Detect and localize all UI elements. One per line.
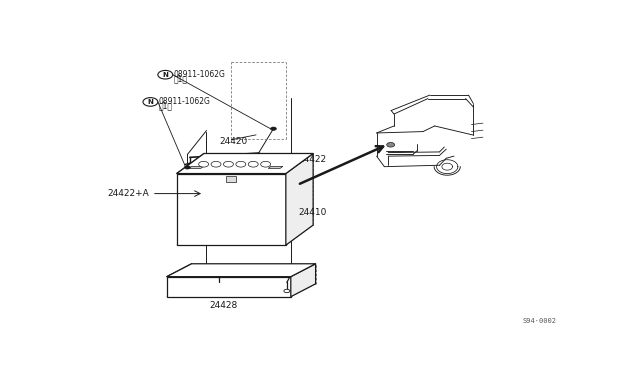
Polygon shape (167, 264, 316, 277)
Polygon shape (268, 166, 283, 169)
Circle shape (284, 289, 290, 293)
Text: S94·0002: S94·0002 (522, 318, 556, 324)
Circle shape (387, 142, 395, 147)
Circle shape (271, 127, 276, 131)
Text: N: N (163, 72, 168, 78)
Text: 08911-1062G: 08911-1062G (173, 70, 225, 78)
Text: 08911-1062G: 08911-1062G (158, 97, 211, 106)
Circle shape (260, 161, 271, 167)
Text: 〈1〉: 〈1〉 (173, 74, 188, 83)
Circle shape (248, 161, 258, 167)
Text: 24422: 24422 (298, 155, 326, 164)
Circle shape (184, 166, 190, 169)
Text: 24428: 24428 (210, 301, 238, 310)
Polygon shape (291, 264, 316, 297)
Polygon shape (189, 166, 204, 169)
Polygon shape (167, 277, 291, 297)
Text: 24410: 24410 (298, 208, 326, 217)
Text: 24420: 24420 (219, 137, 247, 146)
Polygon shape (286, 154, 313, 245)
Text: N: N (147, 99, 154, 105)
Polygon shape (177, 154, 313, 173)
Circle shape (198, 161, 209, 167)
Circle shape (211, 161, 221, 167)
Circle shape (236, 161, 246, 167)
Polygon shape (177, 173, 286, 245)
Text: 〈1〉: 〈1〉 (158, 102, 172, 111)
Polygon shape (227, 176, 236, 182)
Text: 24422+A: 24422+A (108, 189, 149, 198)
Circle shape (223, 161, 234, 167)
